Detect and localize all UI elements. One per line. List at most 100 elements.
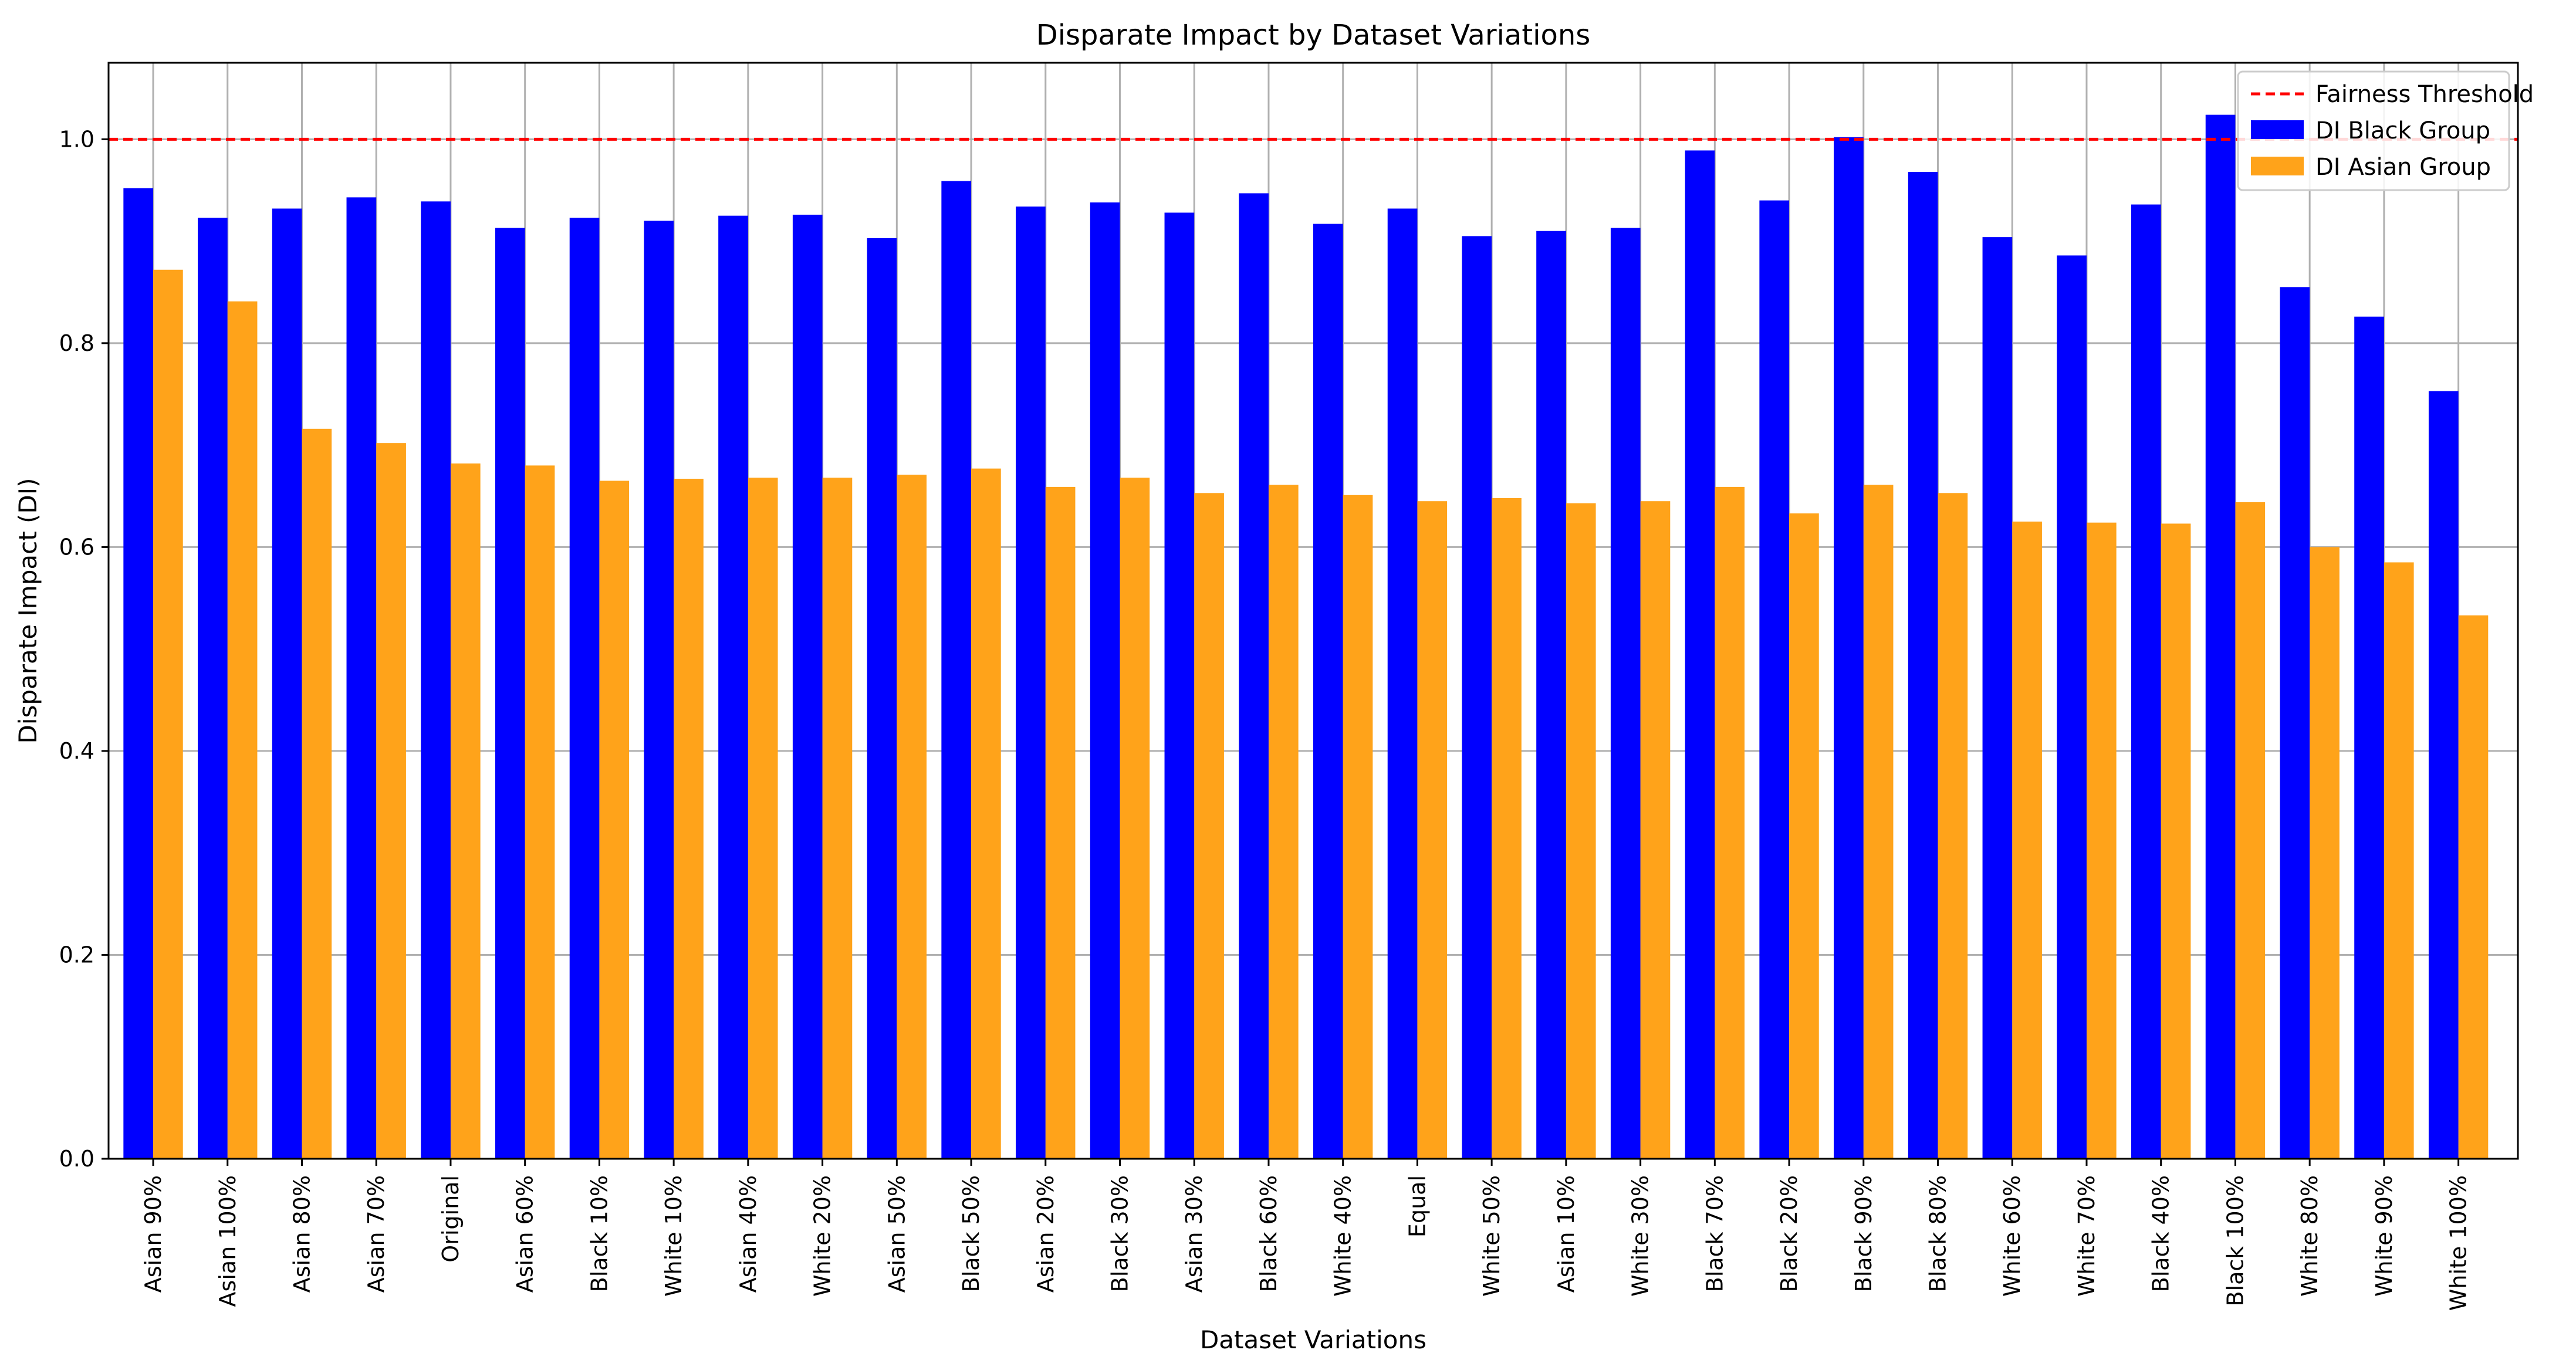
bar-di-asian [2012, 521, 2042, 1159]
bar-di-black [718, 215, 748, 1159]
y-tick-label: 0.6 [59, 534, 94, 560]
x-tick-label: Black 50% [958, 1175, 984, 1292]
bar-di-black [1016, 207, 1046, 1159]
y-tick-label: 0.8 [59, 330, 94, 356]
bar-di-asian [525, 465, 555, 1159]
x-tick-label: Black 40% [2148, 1175, 2174, 1292]
x-tick-label: Asian 10% [1553, 1175, 1579, 1293]
x-tick-label: Black 60% [1256, 1175, 1282, 1292]
bar-di-black [1313, 224, 1343, 1159]
bar-di-asian [1566, 503, 1596, 1159]
x-tick-label: Asian 50% [884, 1175, 910, 1293]
bar-di-black [2057, 255, 2087, 1159]
bar-di-asian [1194, 493, 1224, 1159]
legend-label-black: DI Black Group [2315, 117, 2490, 144]
bar-di-asian [376, 443, 406, 1159]
bar-di-asian [1789, 513, 1819, 1159]
x-tick-label: Asian 30% [1181, 1175, 1207, 1293]
x-tick-label: White 20% [810, 1175, 836, 1297]
bar-di-black [421, 201, 451, 1159]
x-tick-label: White 50% [1479, 1175, 1505, 1297]
bar-di-asian [1417, 501, 1448, 1159]
bar-di-black [346, 197, 377, 1159]
legend-black-swatch [2251, 120, 2304, 139]
bar-di-asian [2310, 547, 2340, 1159]
bar-di-black [867, 238, 897, 1159]
legend-label-asian: DI Asian Group [2315, 154, 2491, 181]
bar-di-asian [1715, 486, 1745, 1159]
x-tick-label: White 40% [1330, 1175, 1356, 1297]
bar-di-asian [302, 428, 332, 1159]
x-tick-label: White 80% [2297, 1175, 2323, 1297]
bar-di-black [1387, 208, 1418, 1159]
y-tick-label: 1.0 [59, 126, 94, 152]
bar-di-black [272, 208, 302, 1159]
x-tick-label: Asian 40% [735, 1175, 761, 1293]
bar-di-black [2354, 316, 2384, 1159]
bar-di-asian [2086, 522, 2117, 1159]
x-tick-label: Black 30% [1107, 1175, 1133, 1292]
bar-di-asian [1268, 485, 1299, 1159]
bar-di-asian [1938, 493, 1968, 1159]
y-tick-label: 0.4 [59, 738, 94, 764]
bar-di-black [1090, 202, 1120, 1159]
x-tick-label: Black 80% [1925, 1175, 1951, 1292]
bar-di-black [2205, 114, 2236, 1159]
x-tick-label: Asian 60% [512, 1175, 538, 1293]
x-tick-label: White 70% [2074, 1175, 2100, 1297]
bar-di-asian [2161, 523, 2191, 1159]
y-axis-label: Disparate Impact (DI) [13, 478, 42, 743]
bar-di-asian [1492, 498, 1522, 1159]
bar-di-asian [748, 478, 778, 1159]
x-tick-label: Black 100% [2222, 1175, 2248, 1307]
x-tick-label: Asian 100% [215, 1175, 241, 1307]
legend-asian-swatch [2251, 157, 2304, 175]
bar-di-black [1610, 228, 1641, 1159]
bar-di-asian [1343, 495, 1373, 1159]
x-tick-label: Black 10% [586, 1175, 612, 1292]
x-tick-label: Asian 20% [1033, 1175, 1059, 1293]
bar-di-black [1685, 150, 1715, 1159]
bar-di-asian [450, 463, 481, 1159]
x-tick-label: Asian 70% [363, 1175, 389, 1293]
bar-di-asian [1120, 478, 1150, 1159]
bar-di-asian [674, 478, 704, 1159]
x-tick-label: Black 90% [1851, 1175, 1877, 1292]
bar-di-asian [1045, 486, 1076, 1159]
y-axis-ticks: 0.0 0.2 0.4 0.6 0.8 1.0 [59, 126, 109, 1172]
bar-di-black [1462, 236, 1492, 1159]
x-tick-label: Equal [1404, 1175, 1430, 1237]
bar-di-asian [153, 269, 183, 1159]
bar-di-black [495, 228, 525, 1159]
bar-di-asian [2235, 502, 2266, 1159]
bar-di-black [2131, 204, 2161, 1159]
x-tick-label: White 90% [2371, 1175, 2397, 1297]
x-tick-label: Original [438, 1175, 464, 1263]
bar-di-asian [1640, 501, 1671, 1159]
x-axis-ticks: Asian 90% Asian 100% Asian 80% Asian 70% Ori… [140, 1159, 2472, 1311]
x-tick-label: Black 70% [1702, 1175, 1728, 1292]
bar-di-black [2280, 287, 2310, 1159]
y-tick-label: 0.2 [59, 942, 94, 968]
bar-di-black [2428, 391, 2459, 1159]
bar-di-black [1759, 200, 1790, 1159]
bar-di-asian [822, 478, 853, 1159]
x-axis-label: Dataset Variations [1200, 1325, 1426, 1354]
bar-di-asian [2384, 562, 2414, 1159]
bar-di-black [644, 221, 674, 1159]
x-tick-label: White 10% [661, 1175, 687, 1297]
bar-di-black [1239, 193, 1269, 1159]
bar-di-black [1908, 171, 1938, 1159]
bar-di-asian [971, 468, 1001, 1159]
x-tick-label: White 100% [2446, 1175, 2472, 1311]
x-tick-label: White 60% [1999, 1175, 2025, 1297]
bar-di-asian [599, 481, 630, 1159]
chart-title: Disparate Impact by Dataset Variations [1036, 19, 1591, 52]
bars [123, 114, 2489, 1159]
x-tick-label: Asian 80% [289, 1175, 315, 1293]
bar-di-black [941, 181, 972, 1159]
legend-box [2237, 70, 2510, 191]
x-tick-label: Black 20% [1776, 1175, 1802, 1292]
bar-di-asian [227, 301, 258, 1159]
